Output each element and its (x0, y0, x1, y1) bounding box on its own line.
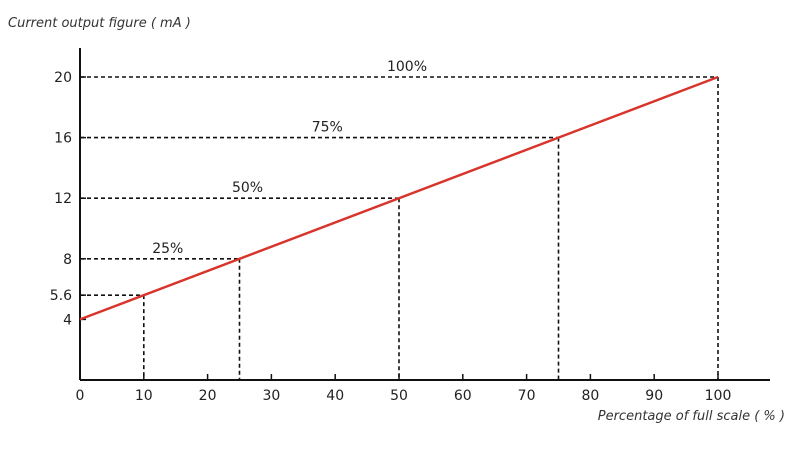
x-tick-label: 40 (326, 388, 344, 404)
x-tick-label: 80 (581, 388, 599, 404)
axes (79, 48, 770, 381)
output-line (79, 75, 719, 321)
series-layer (79, 75, 719, 321)
x-tick-label: 10 (135, 388, 153, 404)
y-tick-label: 12 (54, 191, 72, 207)
x-tick-label: 0 (76, 388, 85, 404)
x-tick-label: 60 (454, 388, 472, 404)
percentage-label: 25% (152, 241, 183, 257)
y-tick-label: 5.6 (50, 288, 72, 304)
guide-lines (80, 76, 719, 380)
percentage-label: 50% (232, 180, 263, 196)
x-tick-label: 50 (390, 388, 408, 404)
y-tick-label: 16 (54, 131, 72, 147)
x-tick-label: 90 (645, 388, 663, 404)
y-axis-title: Current output figure ( mA ) (8, 16, 191, 31)
x-tick-label: 100 (705, 388, 732, 404)
y-tick-label: 20 (54, 70, 72, 86)
percentage-label: 100% (387, 59, 427, 75)
percentage-label: 75% (312, 120, 343, 136)
x-tick-label: 20 (199, 388, 217, 404)
x-axis-title: Percentage of full scale ( % ) (598, 409, 785, 424)
percentage-labels: 25% 50% 75% 100% (152, 59, 427, 257)
x-tick-label: 70 (518, 388, 536, 404)
x-tick-label: 30 (262, 388, 280, 404)
y-tick-label: 4 (63, 312, 72, 328)
tick-labels: 0 10 20 30 40 50 60 70 80 90 100 4 5.6 8 12 16 20 (50, 70, 732, 404)
y-tick-label: 8 (63, 252, 72, 268)
